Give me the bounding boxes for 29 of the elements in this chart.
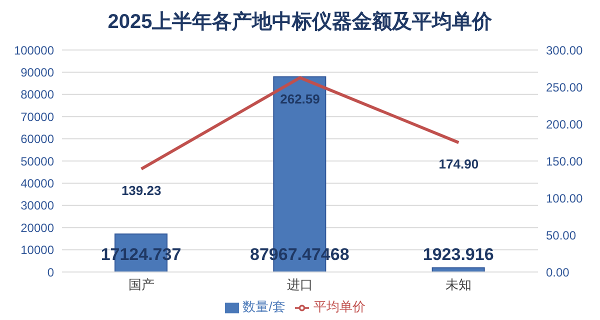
y2-tick-label: 250.00 [546,80,584,94]
y-tick-label: 0 [47,265,54,280]
y-tick-label: 90000 [20,65,54,80]
y-tick-label: 70000 [20,110,54,124]
y-tick-label: 30000 [20,198,54,213]
y-tick-label: 20000 [20,220,54,235]
y-tick-label: 80000 [20,88,54,102]
legend-label: 数量/套 [242,299,286,314]
legend-label: 平均单价 [313,299,366,314]
y-tick-label: 50000 [20,154,54,168]
chart-title: 2025上半年各产地中标仪器金额及平均单价 [106,10,494,35]
data-label: 174.90 [438,156,479,172]
y2-tick-label: 200.00 [546,117,584,132]
y2-tick-label: 0.00 [546,265,570,280]
y2-tick-label: 150.00 [546,154,584,168]
data-label: 1923.916 [422,245,494,264]
y-tick-label: 60000 [20,132,54,146]
data-label: 262.59 [280,92,320,107]
y-tick-label: 100000 [14,43,54,58]
y2-tick-label: 100.00 [546,191,584,206]
y2-tick-label: 300.00 [546,43,584,58]
x-tick-label: 国产 [128,277,154,292]
y-tick-label: 40000 [20,176,54,190]
x-tick-label: 未知 [446,277,472,292]
y2-tick-label: 50.00 [546,228,576,242]
x-tick-label: 进口 [287,277,313,292]
bar [432,267,485,272]
data-label: 139.23 [121,182,162,198]
y-tick-label: 10000 [20,243,54,258]
